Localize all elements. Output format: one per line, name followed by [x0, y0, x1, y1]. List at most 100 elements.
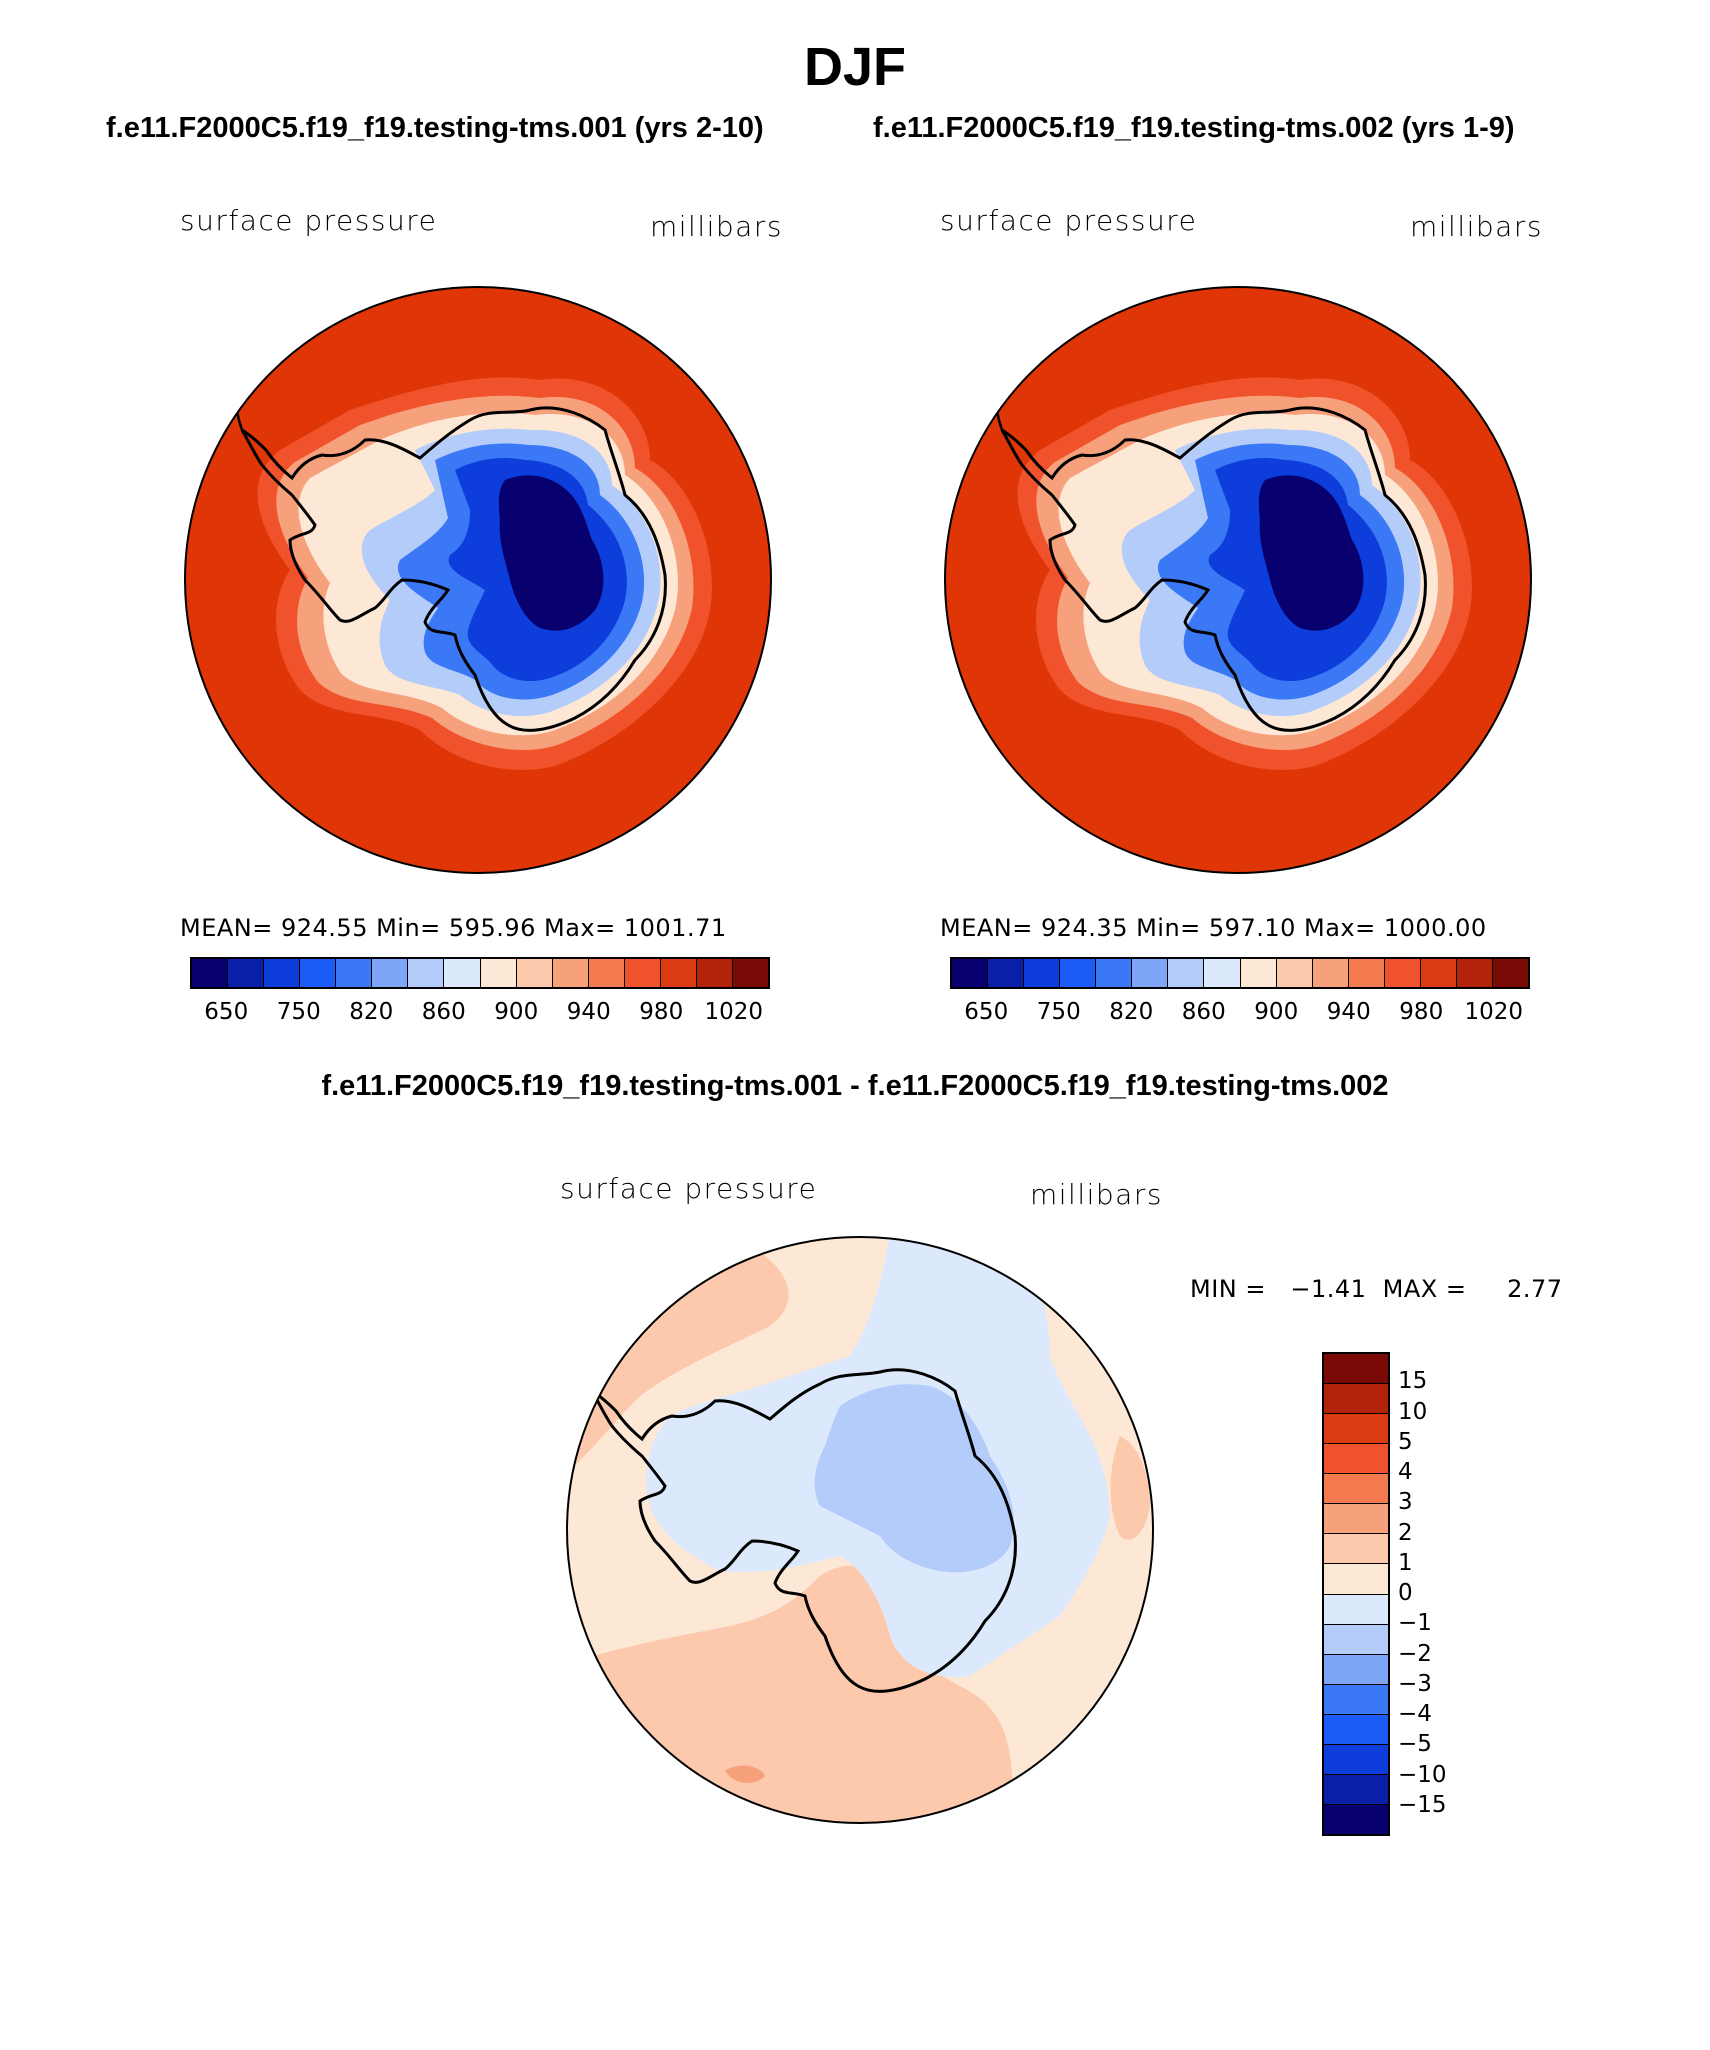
colorbar-swatch: [228, 959, 265, 987]
panel2-units-label: millibars: [1410, 210, 1543, 243]
colorbar-tick-label: 820: [349, 999, 394, 1025]
colorbar-swatch: [1348, 959, 1385, 987]
map-panel2: [944, 286, 1532, 874]
colorbar-swatch: [1324, 1354, 1388, 1385]
colorbar-tick-label: −4: [1398, 1701, 1432, 1727]
colorbar-tick-label: 750: [276, 999, 321, 1025]
positive-spot: [725, 1765, 765, 1783]
diff-minmax: MIN = −1.41 MAX = 2.77: [1190, 1275, 1563, 1303]
colorbar-swatch: [1324, 1474, 1388, 1505]
map-panel1: [184, 286, 772, 874]
panel2-stats: MEAN= 924.35 Min= 597.10 Max= 1000.00: [940, 914, 1487, 942]
colorbar-swatch: [264, 959, 301, 987]
colorbar-tick-label: 750: [1036, 999, 1081, 1025]
colorbar-swatch: [1324, 1714, 1388, 1745]
colorbar-swatch: [1060, 959, 1097, 987]
colorbar-swatch: [1204, 959, 1241, 987]
colorbar-tick-label: 1: [1398, 1549, 1413, 1576]
colorbar-swatch: [1312, 959, 1349, 987]
colorbar-tick-label: 860: [421, 999, 466, 1025]
colorbar-swatch: [1324, 1504, 1388, 1535]
colorbar-tick-label: −3: [1398, 1670, 1432, 1697]
colorbar-swatch: [696, 959, 733, 987]
colorbar-tick-label: 0: [1398, 1580, 1413, 1606]
colorbar-tick-label: 980: [639, 999, 684, 1025]
colorbar-tick-label: 650: [964, 999, 1009, 1025]
pressure-contour-650: [498, 475, 604, 631]
panel1-stats: MEAN= 924.55 Min= 595.96 Max= 1001.71: [180, 914, 727, 942]
colorbar-swatch: [192, 959, 229, 987]
case1-title: f.e11.F2000C5.f19_f19.testing-tms.001 (y…: [106, 112, 764, 144]
colorbar-swatch: [1276, 959, 1313, 987]
colorbar-swatch: [1132, 959, 1169, 987]
colorbar-tick-label: 1020: [1464, 999, 1524, 1025]
colorbar-swatch: [480, 959, 517, 987]
colorbar-swatch: [1324, 1654, 1388, 1685]
difference-title: f.e11.F2000C5.f19_f19.testing-tms.001 - …: [321, 1070, 1389, 1102]
colorbar-swatch: [988, 959, 1025, 987]
colorbar-swatch: [1324, 1564, 1388, 1595]
panel1-units-label: millibars: [650, 210, 783, 243]
antarctica-coastline: [590, 1368, 1017, 1693]
colorbar-tick-label: 1020: [704, 999, 764, 1025]
antarctica-coastline: [240, 406, 667, 732]
colorbar-tick-label: 900: [1254, 999, 1299, 1025]
positive-region-right: [1110, 1436, 1150, 1540]
colorbar-tick-label: 2: [1398, 1519, 1413, 1546]
colorbar-swatch: [1324, 1444, 1388, 1475]
colorbar-swatch: [1324, 1744, 1388, 1775]
map-difference: [566, 1236, 1154, 1824]
colorbar-tick-label: 4: [1398, 1459, 1413, 1485]
colorbar-swatch: [1324, 1594, 1388, 1625]
colorbar-swatch: [1456, 959, 1493, 987]
colorbar-swatch: [1324, 1684, 1388, 1715]
colorbar-swatch: [1024, 959, 1061, 987]
colorbar-tick-label: 940: [566, 999, 611, 1025]
colorbar-swatch: [408, 959, 445, 987]
map-boundary: [566, 1236, 1154, 1824]
panel1-variable-label: surface pressure: [180, 204, 438, 237]
colorbar-swatch: [336, 959, 373, 987]
colorbar-swatch: [1168, 959, 1205, 987]
colorbar-swatch: [516, 959, 553, 987]
case2-title: f.e11.F2000C5.f19_f19.testing-tms.002 (y…: [873, 112, 1515, 144]
diff-variable-label: surface pressure: [560, 1172, 818, 1205]
figure-title: DJF: [803, 37, 906, 97]
colorbar-swatch: [1384, 959, 1421, 987]
pressure-contour-650: [1258, 475, 1364, 631]
colorbar-swatch: [588, 959, 625, 987]
colorbar-swatch: [372, 959, 409, 987]
colorbar-swatch: [1324, 1384, 1388, 1415]
colorbar-tick-label: 980: [1399, 999, 1444, 1025]
colorbar-tick-label: −2: [1398, 1640, 1432, 1667]
colorbar-swatch: [444, 959, 481, 987]
map-boundary: [944, 286, 1532, 874]
colorbar-tick-label: 10: [1398, 1398, 1428, 1425]
colorbar-tick-label: 940: [1326, 999, 1371, 1025]
colorbar-swatch: [1492, 959, 1528, 987]
colorbar-tick-label: 5: [1398, 1428, 1413, 1455]
colorbar-swatch: [1324, 1774, 1388, 1805]
antarctica-coastline: [1000, 406, 1427, 732]
negative-region-inner: [814, 1384, 1014, 1573]
colorbar-swatch: [952, 959, 989, 987]
colorbar-swatch: [1324, 1804, 1388, 1834]
colorbar-swatch: [1420, 959, 1457, 987]
colorbar-swatch: [1096, 959, 1133, 987]
difference-colorbar: [1322, 1352, 1390, 1836]
colorbar-swatch: [1324, 1624, 1388, 1655]
colorbar-tick-label: 900: [494, 999, 539, 1025]
colorbar-swatch: [1324, 1534, 1388, 1565]
colorbar-tick-label: 860: [1181, 999, 1226, 1025]
colorbar-tick-label: 650: [204, 999, 249, 1025]
map-boundary: [184, 286, 772, 874]
colorbar-swatch: [660, 959, 697, 987]
colorbar-tick-label: 820: [1109, 999, 1154, 1025]
panel2-variable-label: surface pressure: [940, 204, 1198, 237]
panel2-colorbar: [950, 957, 1530, 989]
colorbar-tick-label: 3: [1398, 1489, 1413, 1516]
colorbar-tick-label: −5: [1398, 1731, 1432, 1758]
colorbar-tick-label: 15: [1398, 1368, 1428, 1395]
colorbar-swatch: [732, 959, 768, 987]
panel1-colorbar: [190, 957, 770, 989]
